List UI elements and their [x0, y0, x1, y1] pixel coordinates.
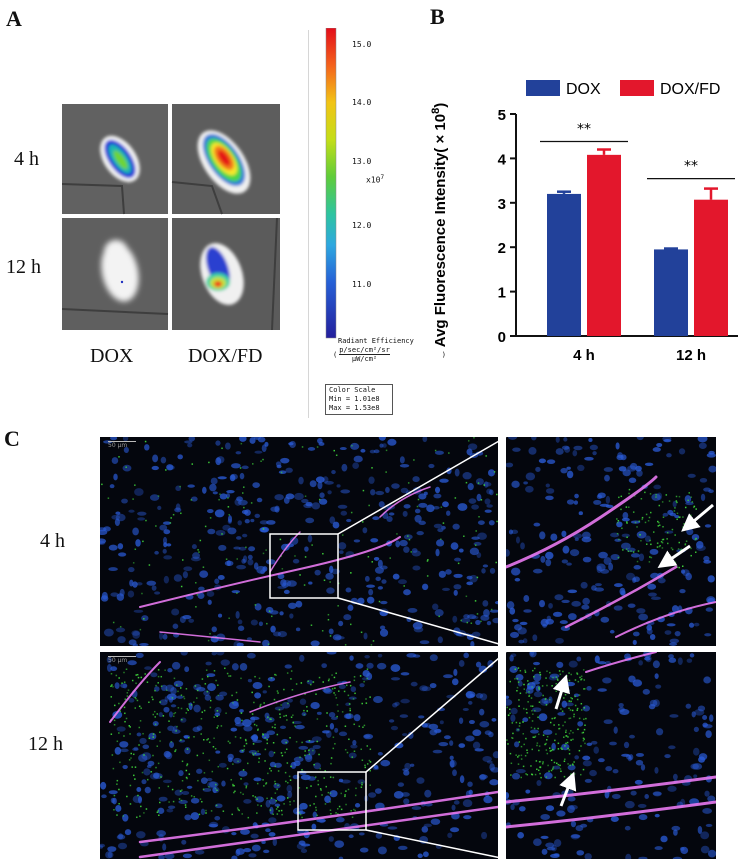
vessel-stain — [585, 652, 657, 673]
colorbar-tick-14: 14.0 — [352, 98, 372, 107]
tissue-texture — [100, 437, 498, 646]
color-scale-box: Color Scale Min = 1.01e8 Max = 1.53e8 — [325, 384, 393, 415]
vessel-stain — [506, 475, 658, 569]
x-tick-label: 12 h — [676, 347, 706, 364]
y-tick-label: 1 — [498, 285, 506, 302]
panel-c-label: C — [4, 426, 20, 451]
colorbar-tick-11: 11.0 — [352, 280, 372, 289]
imaging-col-label-doxfd: DOX/FD — [188, 345, 263, 367]
micrograph-12h-overview — [100, 652, 498, 859]
vessel-stain — [506, 775, 716, 804]
y-tick-label: 0 — [498, 329, 506, 346]
tissue-texture — [506, 652, 716, 859]
colorbar-tick-15: 15.0 — [352, 40, 372, 49]
legend-label-dox: DOX — [566, 81, 601, 98]
micrograph-12h-zoom — [506, 652, 716, 859]
scale-bar-12h: 50 μm — [108, 656, 136, 664]
vessel-stain — [159, 631, 261, 643]
tissue-texture — [506, 437, 716, 646]
vessel-stain — [249, 681, 351, 713]
vessel-stain — [506, 800, 716, 829]
radiant-efficiency-title: Radiant Efficiency — [338, 337, 414, 345]
colorbar-tick-13: 13.0 — [352, 157, 372, 166]
colorbar-unit: x107 — [366, 174, 385, 185]
bar-dox-fd-12h — [694, 199, 728, 336]
panel-a-label: A — [6, 6, 22, 31]
legend-label-dox-fd: DOX/FD — [660, 81, 720, 98]
colorbar-tick-12: 12.0 — [352, 221, 372, 230]
vessel-stain — [138, 805, 498, 859]
micrograph-4h-overview — [100, 437, 498, 646]
micrograph-4h-zoom — [506, 437, 716, 646]
significance-label: ** — [577, 122, 591, 138]
y-tick-label: 4 — [498, 151, 507, 168]
microscopy-row-label-4h: 4 h — [40, 530, 65, 552]
y-tick-label: 3 — [498, 196, 506, 213]
vessel-stain — [564, 565, 678, 629]
x-tick-label: 4 h — [573, 347, 595, 364]
vessel-stain — [109, 661, 161, 723]
imaging-col-label-dox: DOX — [90, 345, 134, 367]
color-scale-min: Min = 1.01e8 — [329, 395, 380, 403]
microscopy-row-label-12h: 12 h — [28, 733, 63, 755]
legend-swatch-dox — [526, 80, 560, 96]
significance-label: ** — [684, 159, 698, 175]
bar-dox-fd-4h — [587, 154, 621, 336]
imaging-row-label-12h: 12 h — [6, 256, 41, 278]
y-axis-label: Avg Fluorescence Intensity( × 108) — [430, 103, 449, 347]
scale-bar-4h: 50 μm — [108, 441, 136, 449]
vessel-stain — [615, 601, 716, 638]
bar-dox-4h — [547, 193, 581, 336]
ivis-image-grid — [62, 104, 280, 330]
color-scale-title: Color Scale — [329, 386, 376, 394]
radiant-efficiency-colorbar — [325, 28, 337, 339]
panel-divider — [308, 30, 309, 418]
panel-b-label: B — [430, 4, 445, 29]
y-tick-label: 2 — [498, 240, 506, 257]
fluorescence-bar-chart: 0 1 2 3 4 5 Avg Fluorescence Intensity( × 108)… — [430, 80, 738, 364]
legend-swatch-dox-fd — [620, 80, 654, 96]
bar-dox-12h — [654, 249, 688, 336]
color-scale-max: Max = 1.53e8 — [329, 404, 380, 412]
tissue-texture — [100, 652, 498, 859]
y-tick-label: 5 — [498, 107, 506, 124]
radiant-efficiency-units: ( p/sec/cm²/sr μW/cm² ) — [333, 346, 447, 363]
imaging-row-label-4h: 4 h — [14, 148, 39, 170]
